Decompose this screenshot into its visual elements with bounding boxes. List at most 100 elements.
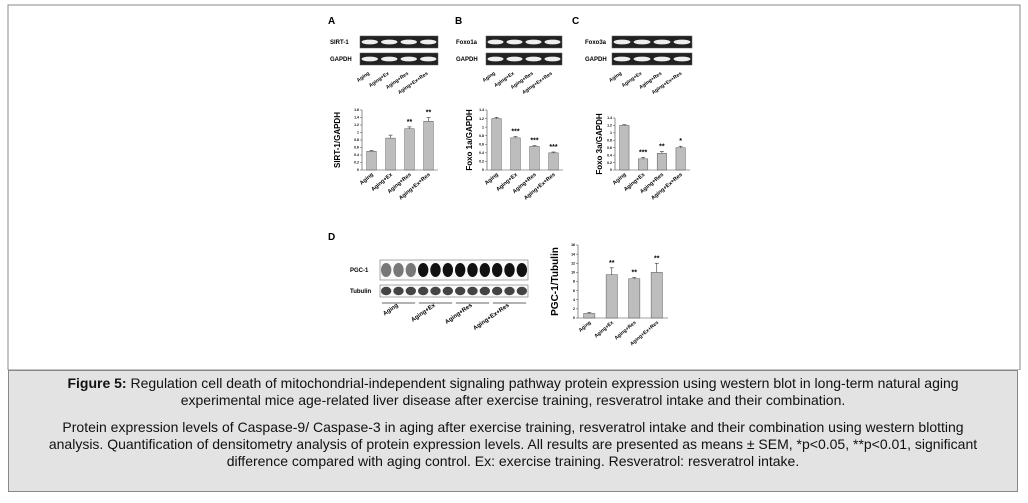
y-tick-label: 0 bbox=[610, 168, 612, 172]
y-tick-label: 0.2 bbox=[607, 161, 612, 165]
blot-band bbox=[525, 56, 542, 62]
blot-strip bbox=[359, 52, 439, 66]
blot-band bbox=[405, 286, 417, 296]
bar bbox=[366, 151, 377, 171]
significance: ** bbox=[654, 255, 660, 262]
blot-band bbox=[361, 56, 378, 62]
blot-band bbox=[479, 263, 491, 277]
y-tick-label: 0.2 bbox=[479, 160, 484, 164]
blot-band bbox=[420, 56, 437, 62]
bar bbox=[675, 147, 686, 171]
significance: ** bbox=[659, 143, 665, 150]
blot-row-label: GAPDH bbox=[330, 57, 352, 63]
y-axis-label: PGC-1/Tubulin bbox=[550, 247, 561, 316]
figure: ASIRT-1GAPDHAgingAging+ExAging+ResAging+… bbox=[7, 4, 1021, 370]
y-tick-label: 8 bbox=[573, 280, 575, 284]
blot-row-label: SIRT-1 bbox=[330, 40, 349, 46]
blot-strip bbox=[379, 284, 529, 298]
bar bbox=[605, 274, 618, 319]
blot-band bbox=[516, 263, 528, 277]
y-axis-label: SIRT-1/GAPDH bbox=[333, 112, 342, 168]
y-tick-label: 4 bbox=[573, 298, 575, 302]
blot-band bbox=[487, 39, 504, 45]
bar bbox=[385, 137, 396, 171]
y-axis-label: Foxo 1a/GAPDH bbox=[465, 109, 474, 171]
blot-band bbox=[380, 286, 392, 296]
y-tick-label: 1.2 bbox=[479, 117, 484, 121]
blot-band bbox=[454, 263, 466, 277]
y-tick-label: 0 bbox=[357, 168, 359, 172]
blot-band bbox=[442, 286, 454, 296]
significance: *** bbox=[530, 138, 538, 145]
blot-band bbox=[400, 56, 417, 62]
blot-band bbox=[633, 56, 651, 62]
blot-strip bbox=[485, 35, 563, 49]
blot-band bbox=[405, 263, 417, 277]
bar bbox=[529, 146, 540, 171]
y-tick-label: 0.8 bbox=[607, 138, 612, 142]
blot-row-label: Tubulin bbox=[350, 289, 372, 295]
bar bbox=[510, 137, 521, 171]
blot-band bbox=[633, 39, 651, 45]
y-tick-label: 0.6 bbox=[607, 146, 612, 150]
blot-band bbox=[613, 39, 631, 45]
significance: *** bbox=[549, 144, 557, 151]
blot-strip bbox=[611, 35, 693, 49]
blot-row-label: GAPDH bbox=[456, 57, 478, 63]
blot-band bbox=[479, 286, 491, 296]
y-tick-label: 14 bbox=[571, 252, 575, 256]
blot-band bbox=[673, 56, 691, 62]
blot-band bbox=[417, 263, 429, 277]
bar bbox=[491, 118, 502, 171]
blot-band bbox=[467, 286, 478, 296]
blot-row-label: Foxo1a bbox=[456, 40, 478, 46]
blot-row-label: PGC-1 bbox=[350, 268, 369, 274]
blot-band bbox=[673, 39, 691, 45]
y-tick-label: 0.2 bbox=[354, 161, 359, 165]
y-tick-label: 0.4 bbox=[479, 151, 484, 155]
caption-label: Figure 5: bbox=[67, 375, 127, 391]
blot-band bbox=[467, 263, 478, 277]
blot-band bbox=[430, 286, 441, 296]
blot-band bbox=[504, 286, 515, 296]
y-tick-label: 1.4 bbox=[354, 116, 359, 120]
caption-title: Regulation cell death of mitochondrial-i… bbox=[130, 375, 959, 408]
significance: ** bbox=[407, 119, 413, 126]
panel-letter: B bbox=[455, 16, 462, 27]
blot-band bbox=[430, 263, 441, 277]
blot-band bbox=[504, 263, 515, 277]
blot-band bbox=[613, 56, 631, 62]
bar bbox=[404, 128, 415, 171]
y-tick-label: 6 bbox=[573, 289, 575, 293]
y-axis-label: Foxo 3a/GAPDH bbox=[595, 113, 604, 175]
panel-letter: A bbox=[328, 16, 335, 27]
significance: ** bbox=[609, 260, 615, 267]
caption: Figure 5: Regulation cell death of mitoc… bbox=[8, 370, 1018, 492]
caption-title-block: Figure 5: Regulation cell death of mitoc… bbox=[39, 375, 987, 409]
blot-band bbox=[544, 39, 561, 45]
y-tick-label: 0 bbox=[482, 168, 484, 172]
blot-band bbox=[506, 39, 523, 45]
y-tick-label: 16 bbox=[571, 243, 575, 247]
y-tick-label: 0.4 bbox=[354, 153, 359, 157]
y-tick-label: 1 bbox=[357, 131, 359, 135]
y-tick-label: 1.6 bbox=[354, 108, 359, 112]
blot-band bbox=[454, 286, 466, 296]
blot-band bbox=[653, 39, 671, 45]
significance: * bbox=[679, 138, 682, 145]
y-tick-label: 1 bbox=[482, 125, 484, 129]
y-tick-label: 1.4 bbox=[607, 116, 612, 120]
blot-band bbox=[525, 39, 542, 45]
y-tick-label: 0 bbox=[573, 316, 575, 320]
blot-band bbox=[506, 56, 523, 62]
caption-body: Protein expression levels of Caspase-9/ … bbox=[48, 419, 978, 469]
bar bbox=[619, 125, 630, 171]
y-tick-label: 0.6 bbox=[479, 142, 484, 146]
significance: ** bbox=[426, 110, 432, 117]
blot-band bbox=[393, 286, 404, 296]
y-tick-label: 1.2 bbox=[607, 124, 612, 128]
blot-band bbox=[420, 39, 437, 45]
blot-band bbox=[491, 263, 503, 277]
significance: *** bbox=[511, 129, 519, 136]
